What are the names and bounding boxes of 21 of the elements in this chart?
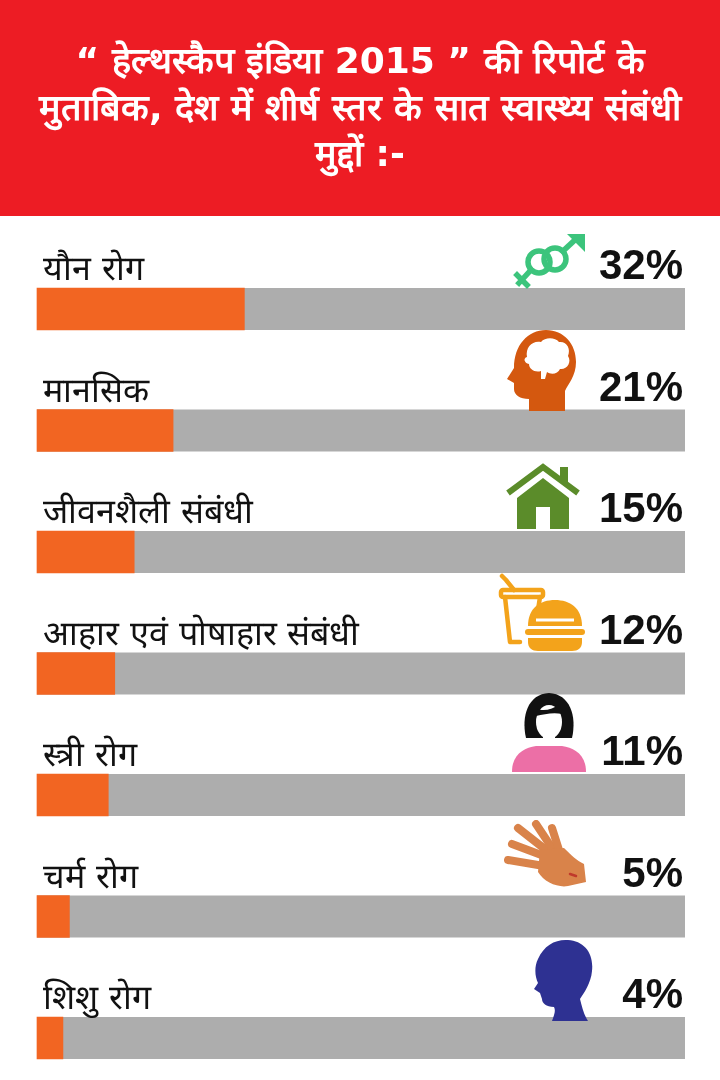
bar — [36, 773, 109, 817]
data-label: 12% — [598, 605, 683, 653]
data-label: 5% — [622, 848, 683, 896]
y-tick-label: मानसिक — [43, 369, 150, 410]
data-label: 4% — [622, 970, 683, 1017]
data-label: 15% — [598, 484, 683, 531]
y-tick-label: आहार एवं पोषाहार संबंधी — [43, 612, 361, 653]
data-label: 32% — [598, 241, 683, 288]
bar — [36, 652, 116, 695]
y-tick-label: चर्म रोग — [43, 855, 139, 896]
bar — [36, 895, 70, 938]
bar — [36, 1016, 64, 1060]
y-tick-label: स्त्री रोग — [43, 734, 138, 774]
y-tick-label: शिशु रोग — [43, 977, 152, 1019]
data-label: 11% — [601, 727, 683, 774]
y-tick-label: जीवनशैली संबंधी — [43, 491, 254, 531]
bar — [36, 409, 174, 452]
y-tick-label: यौन रोग — [43, 248, 145, 288]
chart-title: “ हेल्थस्कैप इंडिया 2015 ” की रिपोर्ट के मुताबिक, देश में शीर्ष स्तर के सात स्वास्थ्य संबंधी मुद्दों :- — [37, 38, 684, 179]
bar — [36, 530, 135, 574]
data-label: 21% — [598, 362, 683, 410]
